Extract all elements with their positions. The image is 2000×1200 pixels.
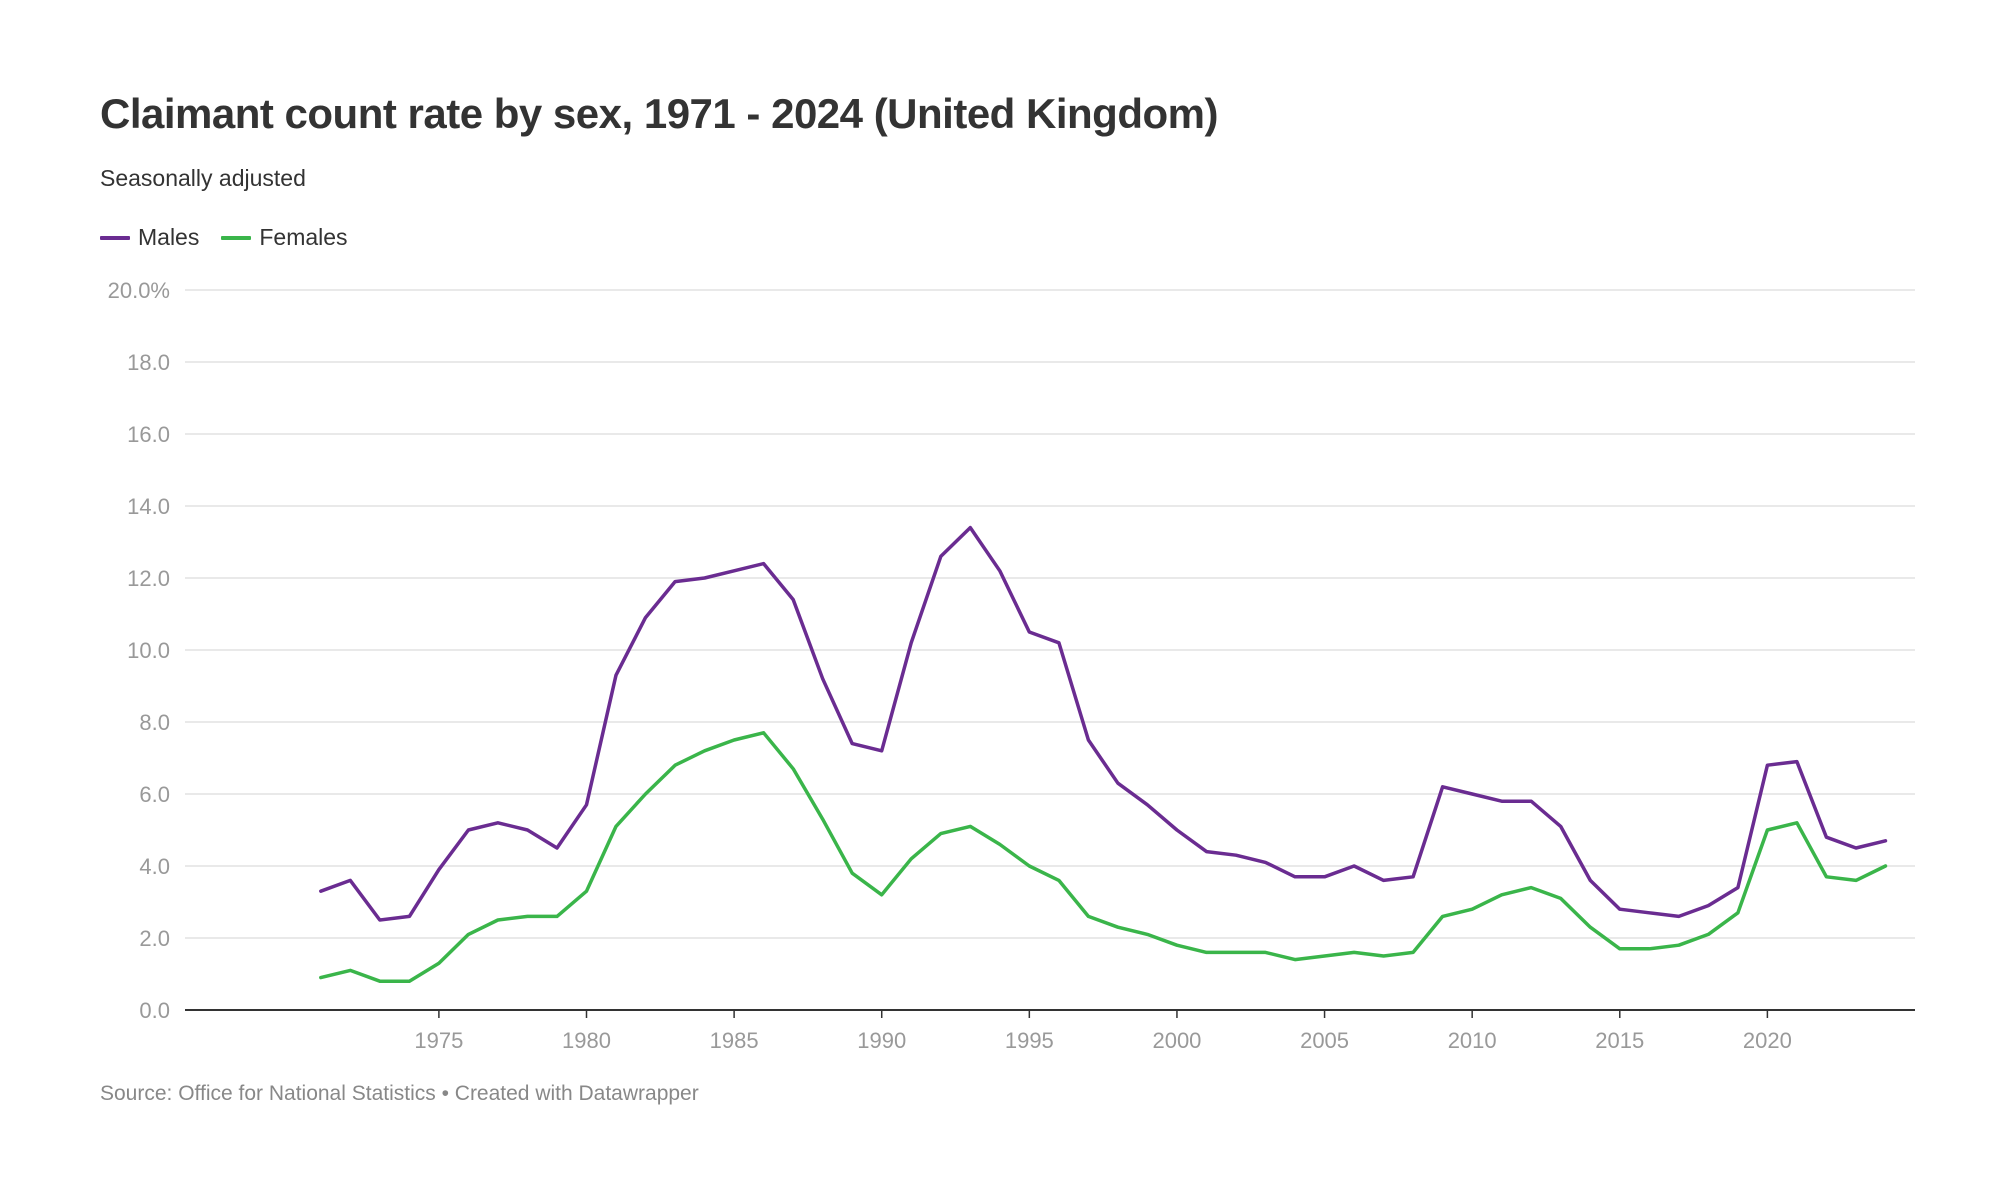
x-tick-label: 1990	[857, 1028, 906, 1053]
y-tick-label: 10.0	[127, 638, 170, 663]
x-tick-label: 2020	[1743, 1028, 1792, 1053]
legend-label-males: Males	[138, 224, 200, 250]
chart-source: Source: Office for National Statistics •…	[100, 1082, 699, 1105]
legend-label-females: Females	[259, 224, 348, 250]
y-tick-label: 20.0%	[108, 278, 170, 303]
legend-item-females: Females	[221, 224, 348, 251]
y-tick-label: 6.0	[139, 782, 170, 807]
legend-swatch-females	[221, 235, 252, 240]
x-tick-label: 1995	[1005, 1028, 1054, 1053]
x-tick-label: 2015	[1595, 1028, 1644, 1053]
y-tick-label: 18.0	[127, 350, 170, 375]
series-line-males	[319, 525, 1888, 922]
x-tick-label: 1985	[710, 1028, 759, 1053]
y-tick-label: 14.0	[127, 494, 170, 519]
y-tick-label: 4.0	[139, 854, 170, 879]
x-tick-label: 2010	[1448, 1028, 1497, 1053]
legend-item-males: Males	[100, 224, 199, 251]
legend-swatch-males	[100, 235, 130, 240]
y-tick-label: 12.0	[127, 566, 170, 591]
x-tick-label: 1980	[562, 1028, 611, 1053]
y-tick-label: 8.0	[139, 710, 170, 735]
y-tick-label: 2.0	[139, 926, 170, 951]
chart-subtitle: Seasonally adjusted	[100, 165, 306, 191]
x-tick-label: 1975	[414, 1028, 463, 1053]
x-tick-label: 2005	[1300, 1028, 1349, 1053]
legend: Males Females	[100, 224, 370, 251]
y-tick-label: 16.0	[127, 422, 170, 447]
y-tick-label: 0.0	[139, 998, 170, 1023]
series-line-females	[319, 731, 1888, 983]
x-tick-label: 2000	[1152, 1028, 1201, 1053]
chart-title: Claimant count rate by sex, 1971 - 2024 …	[100, 90, 1218, 137]
